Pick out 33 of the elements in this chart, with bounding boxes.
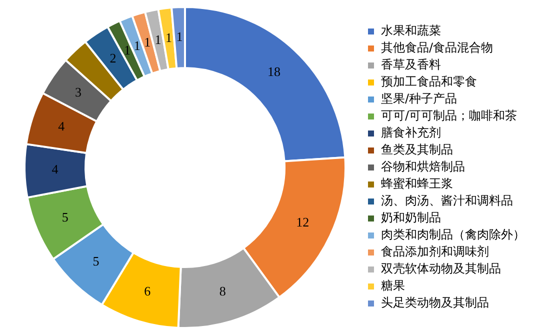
data-label: 1 xyxy=(154,32,162,47)
data-label: 12 xyxy=(296,214,310,230)
data-label: 5 xyxy=(62,209,68,224)
legend-label: 食品添加剂和调味剂 xyxy=(381,244,489,259)
legend-label: 汤、肉汤、酱汁和调料品 xyxy=(381,194,513,208)
data-label: 1 xyxy=(124,42,130,58)
data-label: 8 xyxy=(219,283,226,298)
legend-label: 可可/可可制品；咖啡和茶 xyxy=(381,108,518,123)
legend-label: 肉类和肉制品（禽肉除外） xyxy=(381,228,525,242)
legend-label: 双壳软体动物及其制品 xyxy=(381,262,501,276)
legend-label: 膳食补充剂 xyxy=(381,126,441,140)
legend-label: 其他食品/食品混合物 xyxy=(381,40,494,55)
data-label: 4 xyxy=(58,118,66,134)
legend-label: 坚果/种子产品 xyxy=(381,92,458,106)
legend-label: 糖果 xyxy=(381,278,405,293)
legend-label: 谷物和烘焙制品 xyxy=(381,160,465,174)
legend-label: 鱼类及其制品 xyxy=(381,142,453,157)
legend-label: 蜂蜜和蜂王浆 xyxy=(381,176,453,191)
legend-label: 香草及香料 xyxy=(381,58,441,72)
legend-label: 水果和蔬菜 xyxy=(381,24,441,38)
data-label: 1 xyxy=(165,30,172,45)
data-label: 3 xyxy=(74,84,82,100)
data-label: 1 xyxy=(144,34,151,50)
data-label: 4 xyxy=(52,162,59,177)
data-label: 2 xyxy=(110,50,116,66)
legend-label: 奶和奶制品 xyxy=(381,210,441,225)
data-label: 1 xyxy=(134,38,140,54)
data-label: 18 xyxy=(267,64,280,80)
data-label: 6 xyxy=(144,283,152,298)
legend-label: 头足类动物及其制品 xyxy=(381,296,489,310)
data-label: 1 xyxy=(176,29,183,44)
legend-label: 预加工食品和零食 xyxy=(381,74,477,89)
data-label: 5 xyxy=(92,254,100,269)
